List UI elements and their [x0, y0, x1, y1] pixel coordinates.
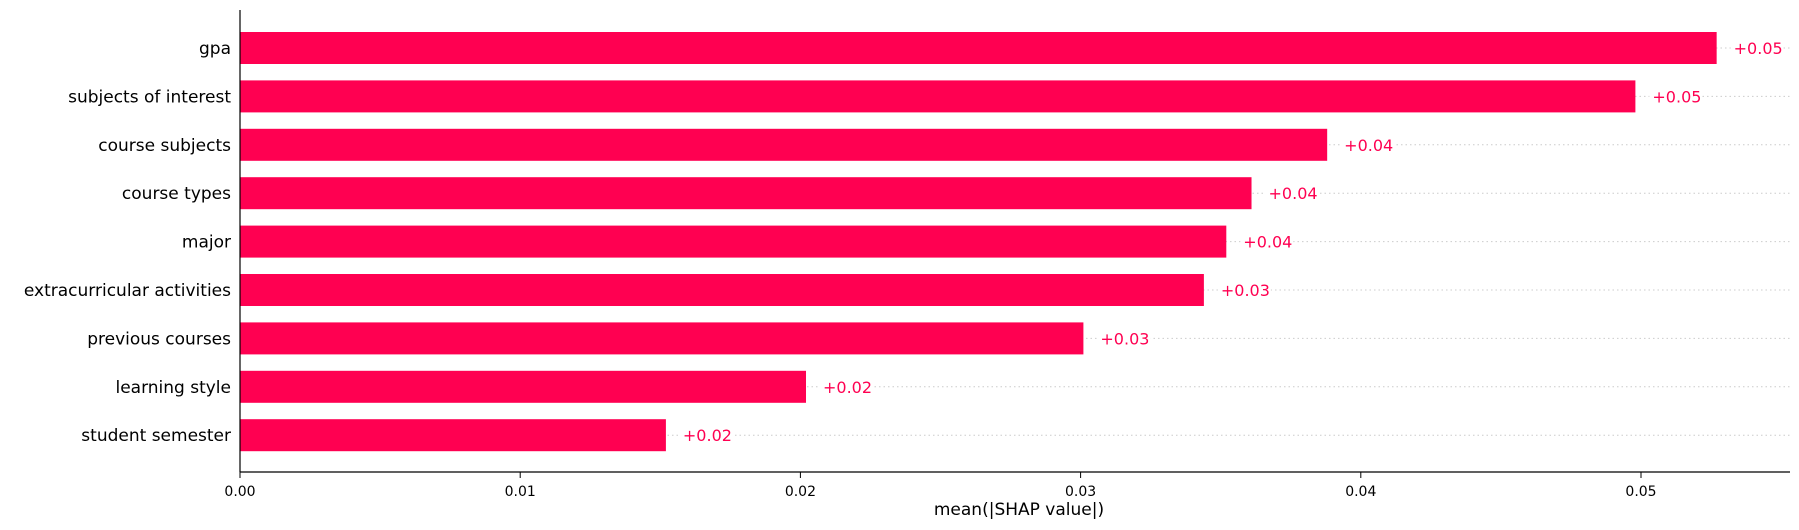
x-tick-label: 0.04 [1345, 484, 1376, 500]
value-label: +0.03 [1100, 329, 1149, 348]
category-label: gpa [199, 39, 231, 59]
category-labels: gpa subjects of interest course subjects co… [24, 39, 231, 446]
value-label: +0.04 [1269, 184, 1318, 203]
value-label: +0.05 [1652, 87, 1701, 106]
value-label-backing [1217, 279, 1271, 301]
category-label: subjects of interest [68, 87, 231, 107]
bar [240, 419, 666, 452]
value-label-backing [1730, 37, 1784, 59]
value-label: +0.02 [683, 426, 732, 445]
value-label-backing [1265, 182, 1319, 205]
value-label-backing [820, 375, 874, 398]
category-label: course types [122, 184, 231, 204]
bar [240, 32, 1717, 64]
value-label-backing [1240, 230, 1294, 253]
bar [240, 177, 1252, 210]
value-label-backing [679, 424, 733, 447]
value-label: +0.05 [1734, 39, 1783, 58]
x-ticks: 0.00 0.01 0.02 0.03 0.04 0.05 [224, 472, 1657, 500]
bar [240, 225, 1227, 258]
x-tick-label: 0.03 [1065, 484, 1096, 500]
category-label: previous courses [87, 329, 231, 349]
value-labels: +0.05 +0.05 +0.04 +0.04 +0.04 +0.03 +0.03 +0.02… [679, 37, 1784, 447]
category-label: course subjects [98, 136, 231, 156]
x-tick-label: 0.02 [785, 484, 816, 500]
x-tick-label: 0.01 [505, 484, 536, 500]
bar [240, 128, 1328, 161]
bar [240, 274, 1204, 306]
x-tick-label: 0.05 [1625, 484, 1656, 500]
bars [240, 32, 1717, 452]
value-label: +0.04 [1243, 233, 1292, 252]
category-label: major [182, 233, 231, 253]
value-label: +0.03 [1221, 281, 1270, 300]
value-label-backing [1649, 85, 1703, 108]
x-axis-title: mean(|SHAP value|) [934, 500, 1104, 520]
value-label: +0.02 [823, 378, 872, 397]
bar [240, 370, 807, 403]
bar [240, 322, 1084, 355]
value-label: +0.04 [1344, 136, 1393, 155]
bar [240, 80, 1636, 113]
category-label: student semester [81, 426, 231, 446]
value-label-backing [1341, 133, 1395, 156]
value-label-backing [1097, 327, 1151, 350]
category-label: extracurricular activities [24, 281, 231, 301]
category-label: learning style [115, 378, 231, 398]
x-tick-label: 0.00 [224, 484, 255, 500]
